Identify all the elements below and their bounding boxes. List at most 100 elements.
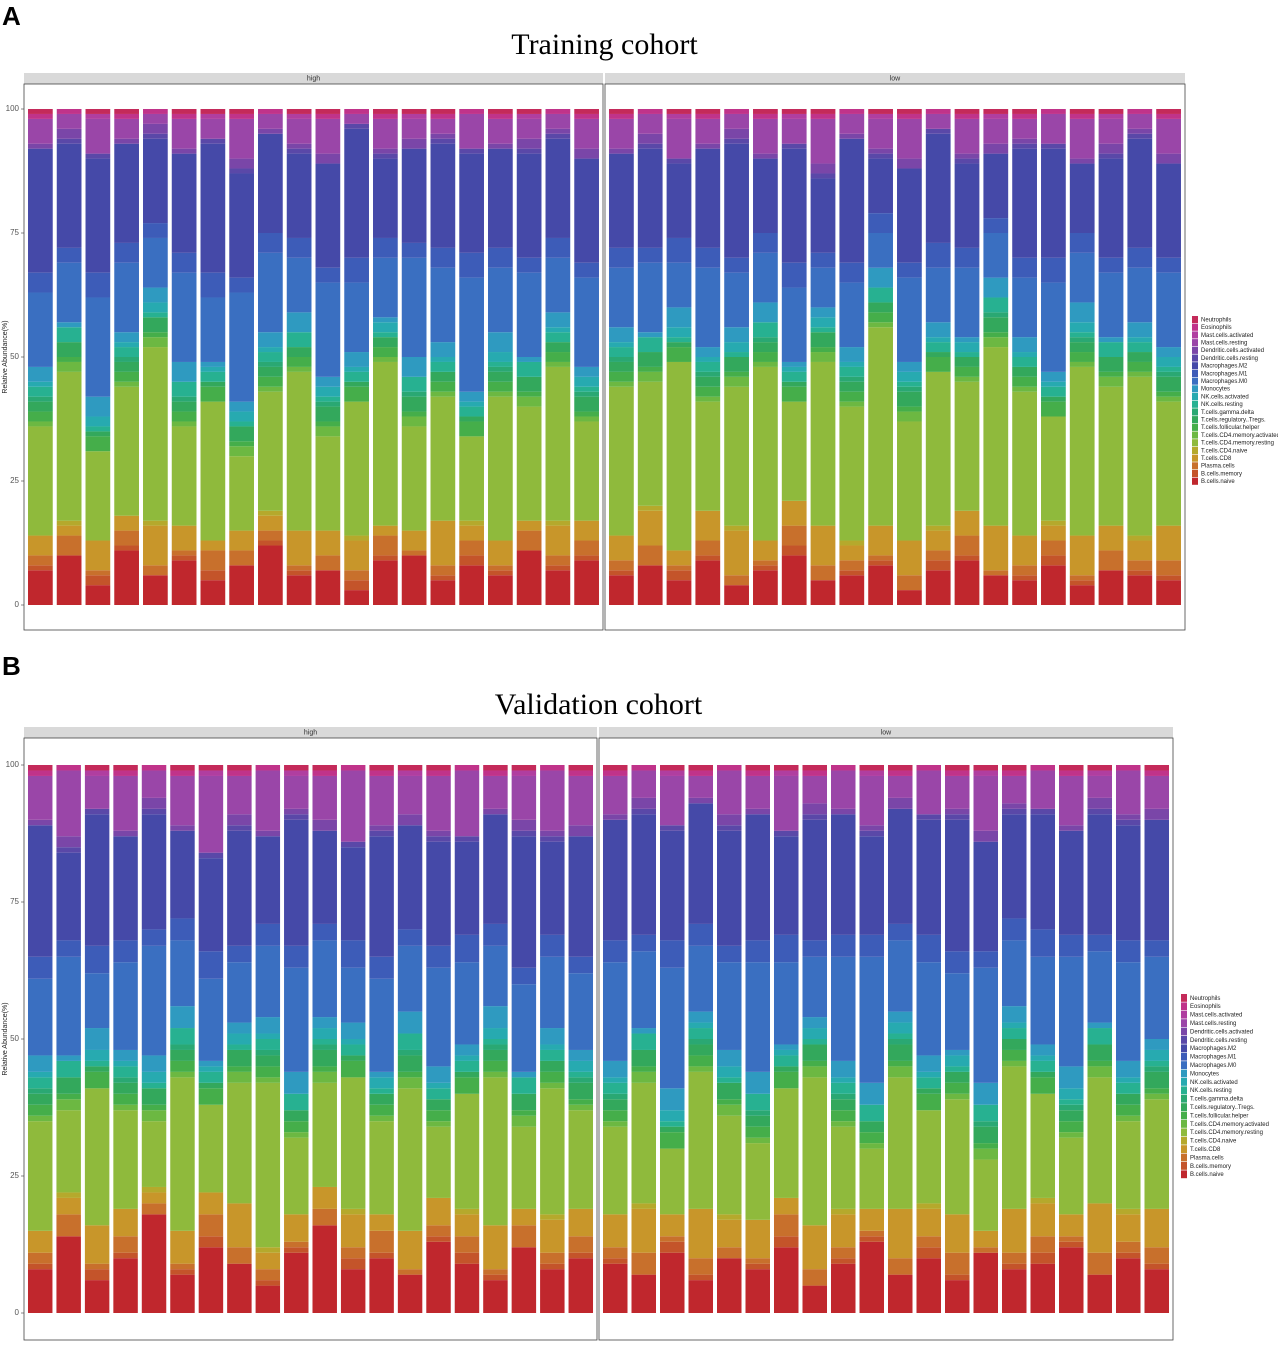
bar-segment (401, 391, 427, 397)
bar-segment (1127, 570, 1153, 576)
bar-segment (574, 148, 599, 159)
bar-segment (483, 1006, 508, 1029)
bar-segment (983, 347, 1009, 526)
bar-segment (1127, 342, 1153, 353)
bar-segment (198, 1060, 224, 1067)
bar-segment (114, 515, 139, 531)
bar-segment (859, 1241, 885, 1313)
bar-segment (312, 1017, 337, 1029)
bar-segment (1058, 1132, 1084, 1138)
bar-segment (28, 565, 53, 571)
bar-segment (839, 391, 865, 402)
bar-segment (983, 525, 1009, 571)
legend-swatch (1192, 477, 1198, 485)
bar-segment (887, 765, 913, 771)
bar-segment (1069, 163, 1095, 233)
bar-segment (255, 1049, 281, 1056)
bar-segment (511, 1126, 537, 1209)
bar-segment (85, 272, 111, 298)
bar-segment (540, 1082, 565, 1089)
bar-segment (1087, 1060, 1113, 1067)
bar-segment (373, 332, 398, 338)
bar-segment (839, 262, 865, 283)
legend-swatch (1181, 1002, 1187, 1011)
bar-segment (426, 765, 451, 771)
bar-segment (859, 770, 885, 776)
bar-segment (483, 1071, 508, 1078)
bar-segment (925, 560, 951, 571)
bar-segment (1012, 337, 1037, 353)
bar-segment (227, 765, 252, 771)
bar-segment (227, 830, 252, 946)
bar-segment (255, 1082, 281, 1248)
bar-segment (609, 247, 634, 268)
bar-segment (200, 381, 226, 387)
bar-segment (1069, 580, 1095, 586)
bar-segment (773, 1236, 799, 1248)
bar-segment (1012, 118, 1037, 139)
bar-segment (688, 923, 714, 946)
bar-segment (430, 391, 456, 397)
bar-segment (716, 1219, 742, 1248)
bar-segment (574, 376, 599, 387)
legend-label: T.cells.regulatory..Tregs. (1201, 418, 1266, 424)
bar-segment (27, 1088, 53, 1094)
bar-segment (344, 371, 369, 382)
bar-segment (1115, 1208, 1141, 1215)
bar-segment (1058, 1247, 1084, 1313)
bar-segment (802, 1017, 828, 1029)
bar-segment (113, 775, 138, 831)
bar-segment (198, 858, 224, 952)
legend-label: T.cells.CD4.memory.resting (1190, 1130, 1263, 1136)
bar-segment (340, 1039, 366, 1045)
bar-segment (868, 267, 893, 288)
bar-segment (753, 560, 778, 566)
bar-segment (716, 962, 742, 1050)
bar-segment (688, 1274, 714, 1281)
bar-segment (200, 272, 226, 298)
bar-segment (340, 841, 366, 848)
bar-segment (637, 505, 663, 511)
bar-segment (944, 765, 970, 771)
bar-segment (511, 819, 537, 831)
bar-segment (724, 575, 749, 586)
bar-segment (773, 1247, 799, 1313)
bar-segment (637, 247, 663, 263)
bar-segment (255, 1077, 281, 1083)
bar-segment (85, 158, 111, 273)
bar-segment (659, 765, 685, 771)
legend-swatch (1181, 1019, 1187, 1027)
bar-segment (545, 366, 571, 521)
bar-segment (28, 148, 53, 273)
bar-segment (1069, 252, 1095, 303)
bar-segment (574, 421, 599, 521)
bar-segment (56, 371, 82, 521)
bar-segment (401, 257, 427, 357)
bar-segment (1058, 770, 1084, 776)
bar-segment (830, 1093, 856, 1100)
bar-segment (810, 352, 836, 362)
bar-segment (27, 1071, 53, 1078)
bar-segment (753, 361, 778, 367)
bar-segment (1041, 555, 1066, 566)
bar-segment (369, 978, 394, 1072)
bar-segment (810, 173, 836, 179)
bar-segment (859, 1148, 885, 1209)
bar-segment (141, 1186, 167, 1193)
bar-segment (511, 1208, 537, 1226)
bar-segment (286, 237, 312, 258)
bar-segment (1098, 570, 1124, 605)
bar-segment (753, 233, 778, 253)
bar-segment (753, 540, 778, 561)
legend-label: T.cells.follicular.helper (1201, 425, 1259, 431)
bar-segment (258, 347, 283, 353)
bar-segment (1030, 1252, 1056, 1264)
bar-segment (315, 426, 341, 437)
bar-segment (802, 1077, 828, 1226)
bar-segment (84, 1066, 110, 1072)
bar-segment (56, 247, 82, 263)
bar-segment (753, 342, 778, 353)
bar-segment (666, 307, 692, 328)
bar-segment (258, 332, 283, 348)
bar-segment (459, 401, 484, 407)
